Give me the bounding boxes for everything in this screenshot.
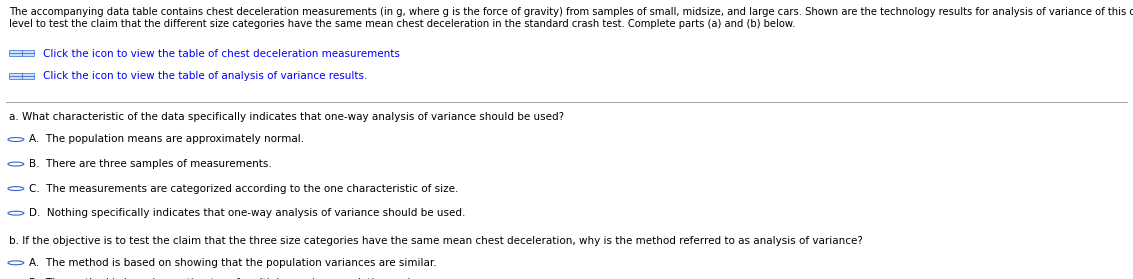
Bar <box>9 50 22 53</box>
Bar <box>22 76 34 79</box>
Text: A.  The population means are approximately normal.: A. The population means are approximatel… <box>29 134 305 145</box>
Text: D.  Nothing specifically indicates that one-way analysis of variance should be u: D. Nothing specifically indicates that o… <box>29 208 466 218</box>
Bar <box>22 50 34 53</box>
Bar <box>9 76 22 79</box>
Bar <box>9 53 22 56</box>
Text: b. If the objective is to test the claim that the three size categories have the: b. If the objective is to test the claim… <box>9 236 863 246</box>
Text: Click the icon to view the table of chest deceleration measurements: Click the icon to view the table of ches… <box>43 49 400 59</box>
Text: a. What characteristic of the data specifically indicates that one-way analysis : a. What characteristic of the data speci… <box>9 112 564 122</box>
Bar <box>9 73 22 76</box>
Text: B.  There are three samples of measurements.: B. There are three samples of measuremen… <box>29 159 272 169</box>
Bar <box>22 53 34 56</box>
Text: C.  The measurements are categorized according to the one characteristic of size: C. The measurements are categorized acco… <box>29 184 459 194</box>
Text: The accompanying data table contains chest deceleration measurements (in g, wher: The accompanying data table contains che… <box>9 7 1133 28</box>
Bar <box>22 73 34 76</box>
Text: A.  The method is based on showing that the population variances are similar.: A. The method is based on showing that t… <box>29 258 437 268</box>
Text: Click the icon to view the table of analysis of variance results.: Click the icon to view the table of anal… <box>43 71 367 81</box>
Text: B.  The method is based on estimates of multiple varying population variances.: B. The method is based on estimates of m… <box>29 278 445 279</box>
